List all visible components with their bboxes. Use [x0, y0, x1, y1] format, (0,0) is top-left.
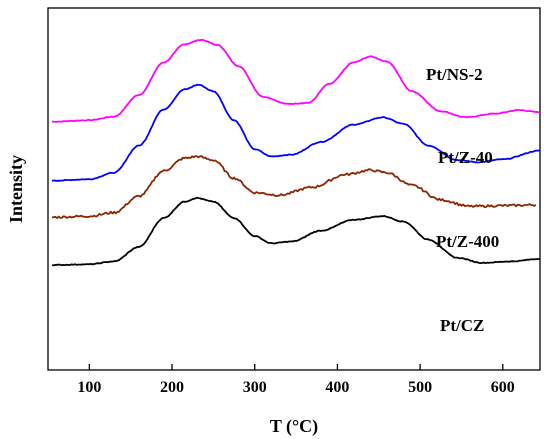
series-label: Pt/Z-40: [438, 148, 493, 167]
x-tick-label: 500: [408, 379, 432, 396]
series-label: Pt/CZ: [440, 316, 484, 335]
x-tick-label: 400: [325, 379, 349, 396]
x-axis-ticks: 100 200 300 400 500 600: [77, 364, 515, 396]
series-line: [52, 155, 537, 219]
series-label: Pt/Z-400: [436, 232, 499, 251]
x-tick-label: 200: [160, 379, 184, 396]
x-tick-label: 100: [77, 379, 101, 396]
y-axis-label: Intensity: [6, 155, 26, 223]
x-tick-label: 300: [243, 379, 267, 396]
x-axis-label: T (°C): [270, 416, 318, 437]
series-label: Pt/NS-2: [426, 65, 483, 84]
plot-frame: [47, 7, 541, 371]
series-lines: [51, 39, 541, 267]
series-line: [52, 39, 540, 123]
series-line: [51, 83, 541, 182]
series-labels: Pt/NS-2 Pt/Z-40 Pt/Z-400 Pt/CZ: [426, 65, 499, 335]
x-tick-label: 600: [491, 379, 515, 396]
series-line: [51, 196, 541, 267]
